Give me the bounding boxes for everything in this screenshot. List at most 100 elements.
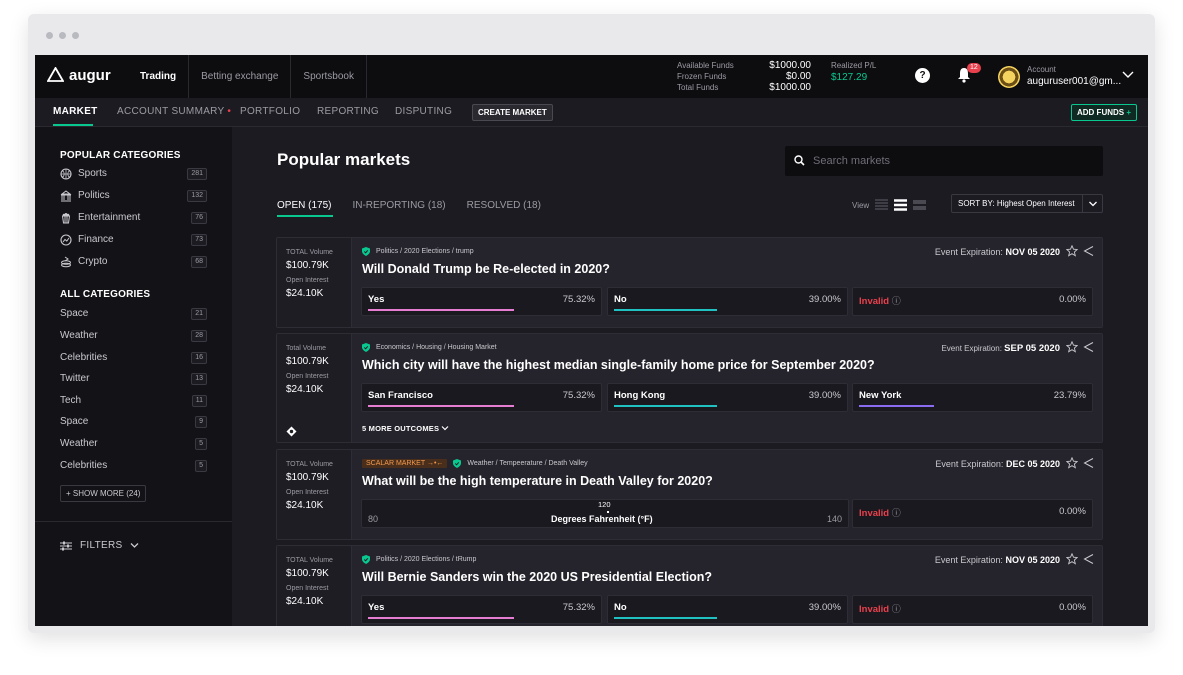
star-icon[interactable]	[1066, 457, 1078, 469]
star-icon[interactable]	[1066, 341, 1078, 353]
market-category: SCALAR MARKET →•← Weather / Tempeerature…	[362, 459, 588, 468]
unread-dot: •	[227, 106, 232, 117]
sidebar-item-politics[interactable]: Politics 132	[60, 189, 207, 203]
sidebar-item-space[interactable]: Space 9	[60, 415, 207, 429]
category-breadcrumb[interactable]: Weather / Tempeerature / Death Valley	[467, 460, 588, 467]
share-icon[interactable]	[1083, 341, 1094, 353]
show-more-button[interactable]: + SHOW MORE (24)	[60, 485, 147, 502]
market-question[interactable]: Will Bernie Sanders win the 2020 US Pres…	[362, 570, 712, 584]
window-dot[interactable]	[59, 32, 66, 39]
market-question[interactable]: Will Donald Trump be Re-elected in 2020?	[362, 262, 610, 276]
nav-betting-exchange[interactable]: Betting exchange	[189, 55, 292, 98]
total-volume-value: $100.79K	[286, 568, 329, 579]
info-icon[interactable]: ⓘ	[891, 508, 901, 518]
total-volume-label: TOTAL Volume	[286, 249, 333, 256]
more-outcomes-toggle[interactable]: 5 MORE OUTCOMES	[362, 424, 449, 433]
sidebar-item-celebrities[interactable]: Celebrities 5	[60, 459, 207, 473]
market-card[interactable]: TOTAL Volume $100.79K Open Interest $24.…	[276, 237, 1103, 328]
scalar-min: 80	[368, 514, 379, 524]
subnav-market[interactable]: MARKET	[53, 106, 98, 117]
market-question[interactable]: Which city will have the highest median …	[362, 358, 875, 372]
outcome-hong-kong[interactable]: Hong Kong 39.00%	[607, 383, 848, 412]
invalid-label: Invalid	[859, 604, 890, 615]
sidebar-item-twitter[interactable]: Twitter 13	[60, 372, 207, 386]
subnav-reporting[interactable]: REPORTING	[317, 106, 379, 117]
condensed-view-icon[interactable]	[875, 199, 889, 211]
add-funds-button[interactable]: ADD FUNDS +	[1071, 104, 1138, 121]
sidebar-item-label: Crypto	[78, 256, 108, 267]
info-icon[interactable]: ⓘ	[891, 296, 901, 306]
total-volume-label: TOTAL Volume	[286, 461, 333, 468]
info-icon[interactable]: ⓘ	[891, 604, 901, 614]
subnav-account-summary[interactable]: ACCOUNT SUMMARY •	[117, 98, 231, 126]
search-input[interactable]	[813, 152, 1093, 170]
expiration-label: Event Expiration:	[935, 459, 1004, 469]
market-card[interactable]: Total Volume $100.79K Open Interest $24.…	[276, 333, 1103, 443]
realized-pl-value: $127.29	[831, 72, 868, 83]
sidebar-item-entertainment[interactable]: Entertainment 76	[60, 211, 207, 225]
filters-toggle[interactable]: FILTERS	[60, 540, 139, 551]
tab-in-reporting[interactable]: IN-REPORTING (18)	[352, 200, 446, 211]
sidebar-item-space[interactable]: Space 21	[60, 307, 207, 321]
sidebar-item-finance[interactable]: Finance 73	[60, 233, 207, 247]
nav-trading[interactable]: Trading	[128, 55, 190, 98]
avatar[interactable]	[998, 66, 1020, 88]
account-menu[interactable]: Account auguruser001@gm...	[1027, 65, 1121, 89]
outcome-invalid[interactable]: Invalid ⓘ 0.00%	[852, 499, 1093, 528]
outcome-name: Invalid ⓘ	[859, 602, 901, 615]
outcome-bar	[614, 309, 717, 311]
tab-resolved[interactable]: RESOLVED (18)	[466, 200, 541, 211]
nav-sportsbook[interactable]: Sportsbook	[291, 55, 367, 98]
sidebar-item-celebrities[interactable]: Celebrities 16	[60, 351, 207, 365]
outcome-no[interactable]: No 39.00%	[607, 595, 848, 624]
view-switcher: View	[852, 199, 927, 211]
market-stats: Total Volume $100.79K Open Interest $24.…	[277, 334, 352, 442]
outcome-yes[interactable]: Yes 75.32%	[361, 595, 602, 624]
window-controls	[46, 32, 79, 39]
outcome-new-york[interactable]: New York 23.79%	[852, 383, 1093, 412]
sidebar-item-weather[interactable]: Weather 5	[60, 437, 207, 451]
window-dot[interactable]	[46, 32, 53, 39]
star-icon[interactable]	[1066, 553, 1078, 565]
window-dot[interactable]	[72, 32, 79, 39]
sidebar-item-tech[interactable]: Tech 11	[60, 394, 207, 408]
outcome-invalid[interactable]: Invalid ⓘ 0.00%	[852, 595, 1093, 624]
list-view-icon[interactable]	[894, 199, 908, 211]
category-breadcrumb[interactable]: Economics / Housing / Housing Market	[376, 344, 497, 351]
share-icon[interactable]	[1083, 245, 1094, 257]
scalar-market-tag: SCALAR MARKET →•←	[362, 459, 448, 468]
category-breadcrumb[interactable]: Politics / 2020 Elections / tRump	[376, 556, 477, 563]
category-breadcrumb[interactable]: Politics / 2020 Elections / trump	[376, 248, 474, 255]
share-icon[interactable]	[1083, 457, 1094, 469]
expiration-label: Event Expiration:	[941, 344, 1002, 353]
chevron-down-icon[interactable]	[1122, 69, 1134, 79]
sidebar-item-sports[interactable]: Sports 281	[60, 167, 207, 181]
scalar-range[interactable]: 120 80 Degrees Fahrenheit (°F) 140	[361, 499, 849, 528]
tab-active-underline	[277, 215, 333, 217]
chevron-down-icon	[442, 426, 449, 431]
add-funds-label: ADD FUNDS	[1077, 108, 1125, 117]
help-icon[interactable]: ?	[915, 68, 930, 83]
sort-label: SORT BY: Highest Open Interest	[958, 199, 1075, 208]
expanded-view-icon[interactable]	[913, 199, 927, 211]
outcome-invalid[interactable]: Invalid ⓘ 0.00%	[852, 287, 1093, 316]
market-card[interactable]: TOTAL Volume $100.79K Open Interest $24.…	[276, 449, 1103, 540]
market-card[interactable]: TOTAL Volume $100.79K Open Interest $24.…	[276, 545, 1103, 626]
market-stats: TOTAL Volume $100.79K Open Interest $24.…	[277, 238, 352, 327]
tab-open[interactable]: OPEN (175)	[277, 200, 332, 211]
sidebar-item-weather[interactable]: Weather 28	[60, 329, 207, 343]
star-icon[interactable]	[1066, 245, 1078, 257]
sidebar-item-crypto[interactable]: Crypto 68	[60, 255, 207, 269]
sidebar-item-label: Celebrities	[60, 460, 108, 471]
outcome-san-francisco[interactable]: San Francisco 75.32%	[361, 383, 602, 412]
outcome-yes[interactable]: Yes 75.32%	[361, 287, 602, 316]
subnav-portfolio[interactable]: PORTFOLIO	[240, 106, 301, 117]
create-market-button[interactable]: CREATE MARKET	[472, 104, 553, 121]
share-icon[interactable]	[1083, 553, 1094, 565]
sort-dropdown[interactable]: SORT BY: Highest Open Interest	[951, 194, 1103, 213]
outcome-no[interactable]: No 39.00%	[607, 287, 848, 316]
augur-logo[interactable]: augur	[47, 67, 111, 84]
subnav-disputing[interactable]: DISPUTING	[395, 106, 453, 117]
market-question[interactable]: What will be the high temperature in Dea…	[362, 474, 713, 488]
outcome-name: New York	[859, 390, 902, 401]
